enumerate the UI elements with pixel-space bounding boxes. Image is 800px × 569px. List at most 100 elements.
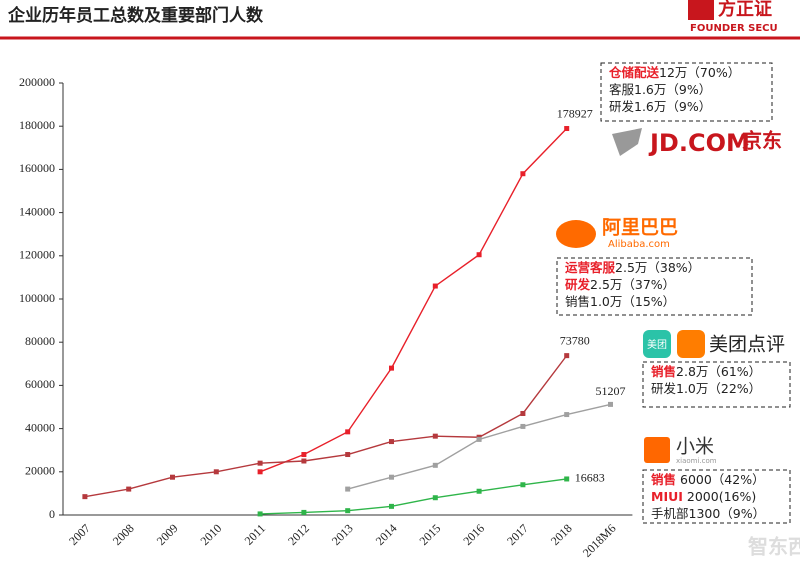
x-tick-label: 2013 xyxy=(329,521,356,548)
logo-text: Alibaba.com xyxy=(608,239,670,250)
point xyxy=(389,365,394,371)
annotation-line: 手机部1300（9%） xyxy=(651,506,765,521)
point xyxy=(564,353,570,359)
point xyxy=(345,429,351,435)
annotation-text: 2.5万（38%） xyxy=(615,260,700,275)
x-tick-label: 2009 xyxy=(154,521,181,548)
annotation-line: 研发2.5万（37%） xyxy=(565,277,675,292)
y-tick-label: 40000 xyxy=(25,420,55,434)
x-tick-label: 2007 xyxy=(66,521,93,548)
point xyxy=(520,423,526,429)
y-tick-label: 60000 xyxy=(25,377,55,391)
annotation-line: 销售1.0万（15%） xyxy=(565,294,675,309)
point xyxy=(564,476,570,482)
legend-label: 美团点评 xyxy=(709,334,785,356)
point xyxy=(389,439,394,445)
annotation-box xyxy=(642,361,791,408)
logo-icon xyxy=(644,437,670,463)
annotation-text: 12万（70%） xyxy=(659,65,740,80)
point xyxy=(389,503,394,509)
point xyxy=(301,458,307,464)
point xyxy=(389,474,394,480)
annotation-text: MIUI xyxy=(651,489,683,504)
y-tick-label: 200000 xyxy=(19,75,55,89)
legend-label: 阿里巴巴 xyxy=(602,217,678,239)
data-label: 51207 xyxy=(596,384,626,398)
point xyxy=(345,452,351,458)
point xyxy=(345,508,351,514)
x-tick-label: 2017 xyxy=(504,521,531,548)
y-tick-label: 160000 xyxy=(19,161,55,175)
annotation-text: 销售 xyxy=(651,364,676,379)
annotation-text: 研发1.6万（9%） xyxy=(609,99,711,114)
point xyxy=(520,482,526,488)
annotation-text: 销售 xyxy=(651,472,676,487)
x-tick-label: 2014 xyxy=(373,521,400,548)
annotation-text: 2000(16%) xyxy=(683,489,756,504)
x-tick-label: 2015 xyxy=(416,521,443,548)
brand-logo xyxy=(688,0,714,20)
y-tick-label: 0 xyxy=(49,507,55,521)
point xyxy=(432,462,438,468)
logo-icon xyxy=(643,330,671,358)
annotation-text: 2.5万（37%） xyxy=(590,277,675,292)
series-line xyxy=(84,355,568,498)
annotation-box xyxy=(556,257,753,316)
series-line xyxy=(260,478,567,515)
annotation-line: 销售2.8万（61%） xyxy=(651,364,761,379)
annotation-box xyxy=(642,469,791,524)
y-tick-label: 100000 xyxy=(19,291,55,305)
legend-label: 小米 xyxy=(676,436,714,458)
annotation-line: 运营客服2.5万（38%） xyxy=(565,260,700,275)
point xyxy=(301,509,307,515)
point xyxy=(432,283,438,289)
logo-icon xyxy=(556,220,596,248)
point xyxy=(564,126,570,132)
point xyxy=(476,488,482,494)
data-label: 16683 xyxy=(575,471,605,485)
annotation-text: 仓储配送 xyxy=(608,65,660,80)
x-tick-label: 2018M6 xyxy=(580,521,619,560)
y-tick-label: 180000 xyxy=(19,118,55,132)
x-tick-label: 2011 xyxy=(242,521,269,548)
point xyxy=(432,433,438,439)
brand-name: FOUNDER SECU xyxy=(690,23,778,34)
x-tick-label: 2016 xyxy=(460,521,487,548)
annotation-text: 手机部1300（9%） xyxy=(651,506,765,521)
point xyxy=(476,436,482,442)
annotation-text: 6000（42%） xyxy=(676,472,765,487)
y-tick-label: 140000 xyxy=(19,204,55,218)
point xyxy=(520,171,526,177)
data-label: 178927 xyxy=(557,106,593,120)
y-tick-label: 80000 xyxy=(25,334,55,348)
annotation-box xyxy=(600,62,773,122)
logo-text: JD.COM xyxy=(648,129,750,157)
point xyxy=(126,486,132,492)
annotation-line: 研发1.0万（22%） xyxy=(651,381,761,396)
point xyxy=(257,469,263,475)
logo-text: 美团 xyxy=(647,338,667,351)
series-line xyxy=(347,403,611,490)
annotation-line: 销售 6000（42%） xyxy=(651,472,765,487)
point xyxy=(170,474,175,480)
annotation-line: MIUI 2000(16%) xyxy=(651,489,756,504)
point xyxy=(476,252,482,258)
annotation-text: 2.8万（61%） xyxy=(676,364,761,379)
y-tick-label: 120000 xyxy=(19,248,55,262)
data-label: 73780 xyxy=(560,333,590,347)
x-tick-label: 2018 xyxy=(548,521,575,548)
x-tick-label: 2008 xyxy=(110,521,137,548)
annotation-line: 客服1.6万（9%） xyxy=(609,82,711,97)
point xyxy=(608,401,613,407)
point xyxy=(520,410,526,416)
point xyxy=(213,469,219,475)
point xyxy=(345,486,351,492)
legend-label: 京东 xyxy=(742,129,782,153)
logo-text: xiaomi.com xyxy=(676,457,717,465)
point xyxy=(564,412,570,418)
watermark: 智东西 xyxy=(748,535,800,559)
logo-icon xyxy=(612,128,642,156)
series-line xyxy=(259,128,568,473)
